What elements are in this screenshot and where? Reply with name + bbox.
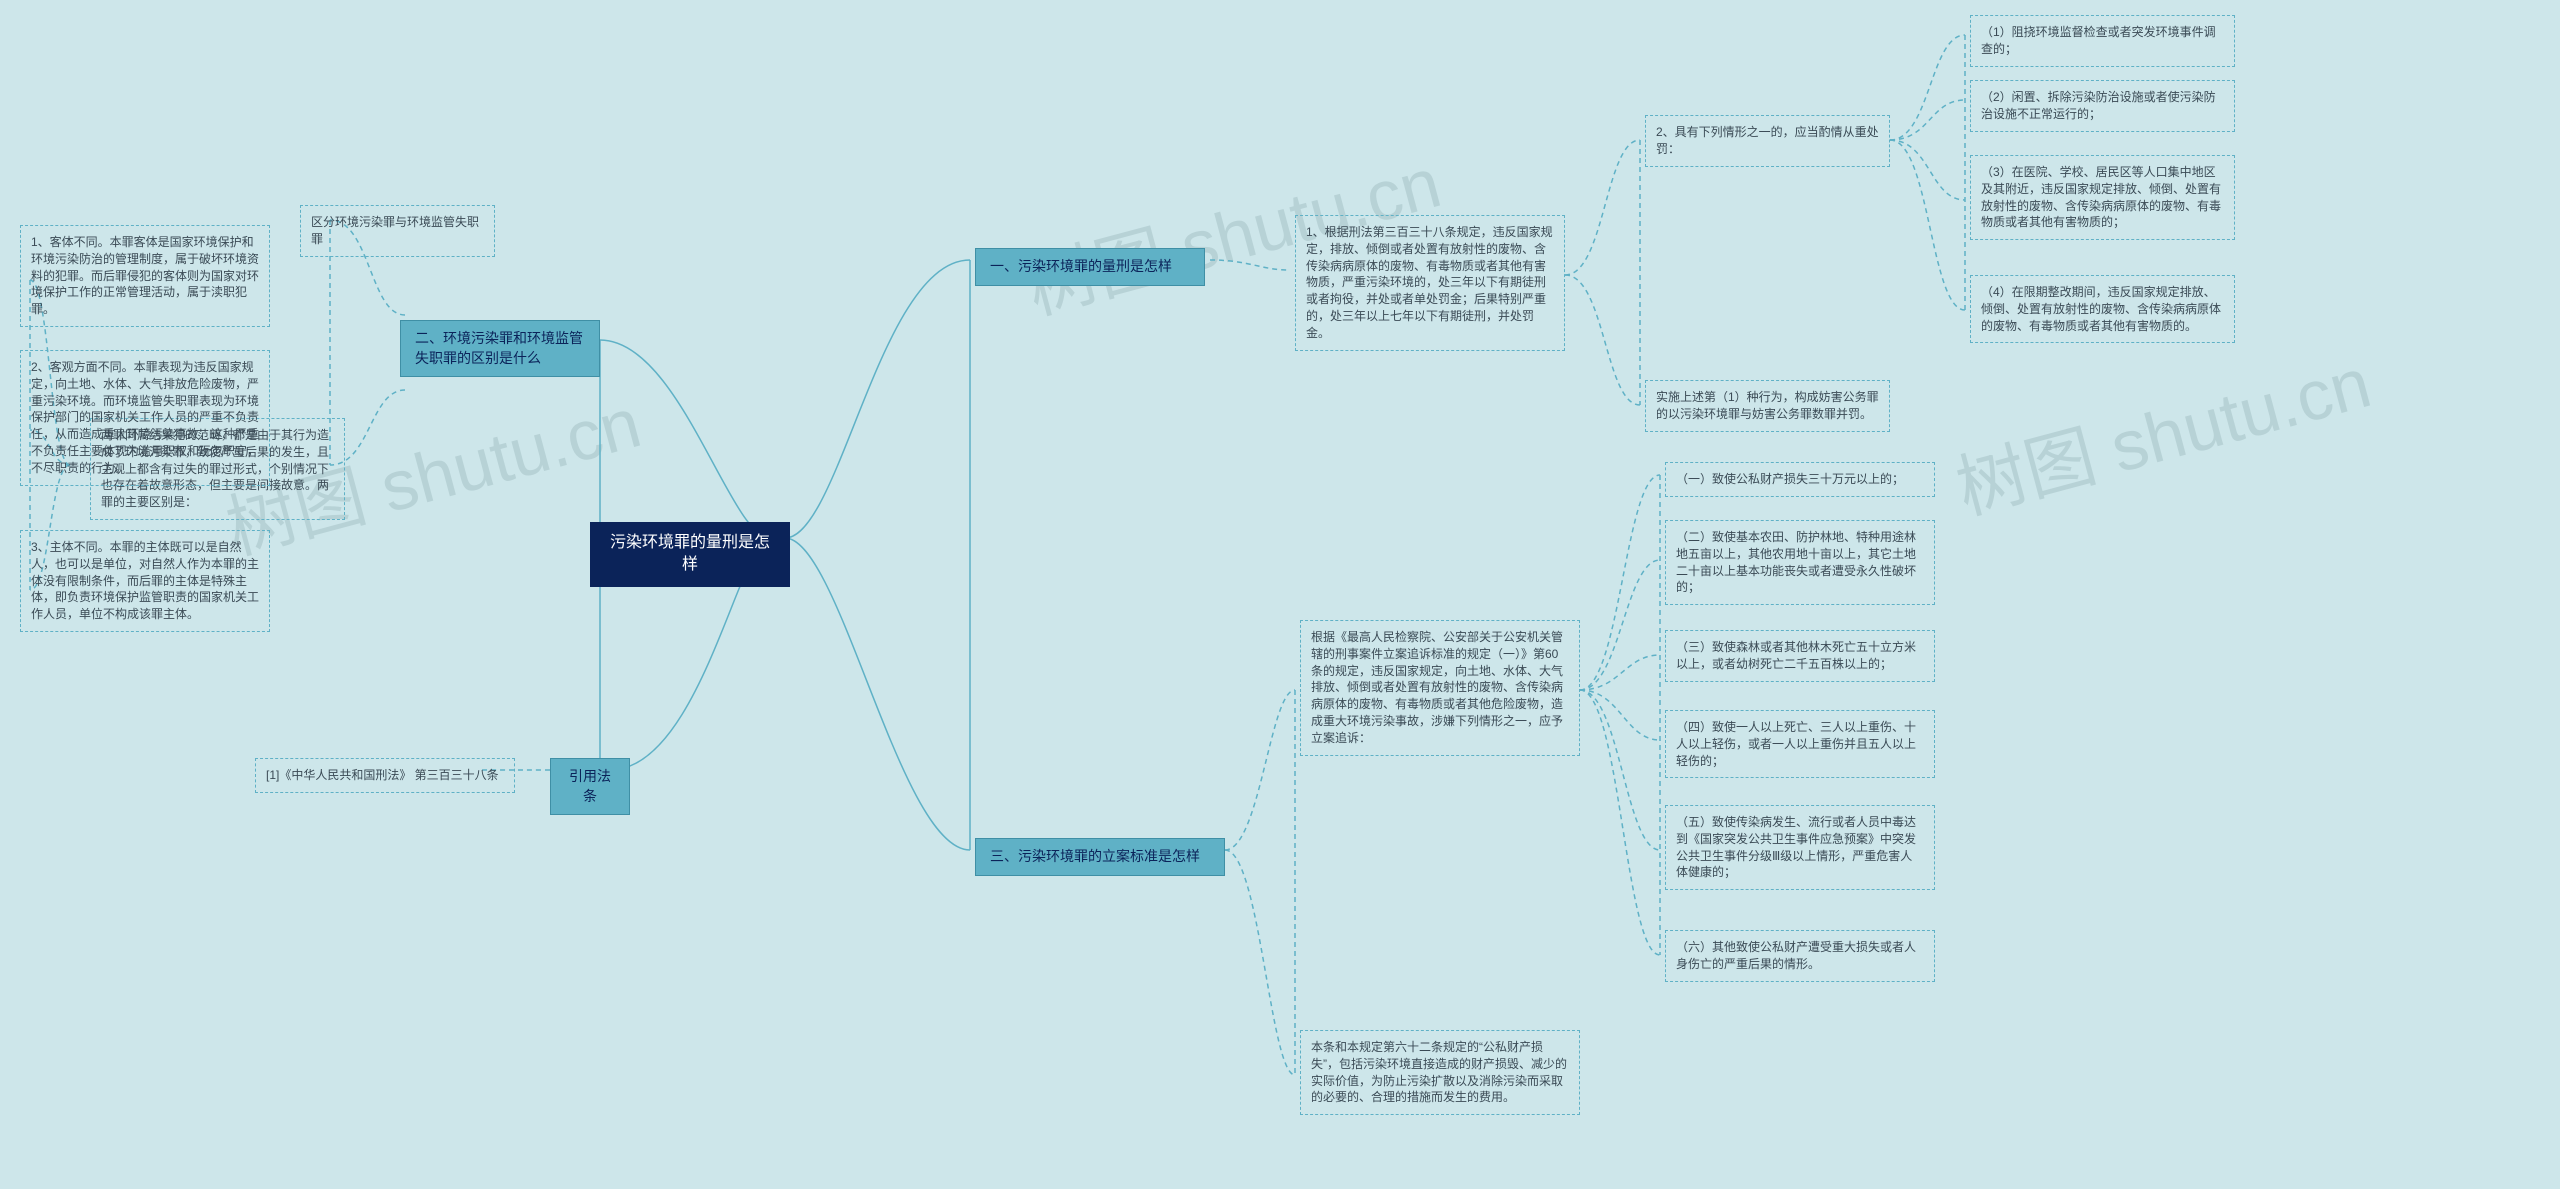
one-b1: （1）阻挠环境监督检查或者突发环境事件调查的； [1970,15,2235,67]
one-b4: （4）在限期整改期间，违反国家规定排放、倾倒、处置有放射性的废物、含传染病病原体… [1970,275,2235,343]
three-a: 根据《最高人民检察院、公安部关于公安机关管辖的刑事案件立案追诉标准的规定（一）》… [1300,620,1580,756]
three-a6: （六）其他致使公私财产遭受重大损失或者人身伤亡的严重后果的情形。 [1665,930,1935,982]
root-node: 污染环境罪的量刑是怎样 [590,522,790,587]
three-b: 本条和本规定第六十二条规定的“公私财产损失”，包括污染环境直接造成的财产损毁、减… [1300,1030,1580,1115]
three-a3: （三）致使森林或者其他林木死亡五十立方米以上，或者幼树死亡二千五百株以上的； [1665,630,1935,682]
three-a5: （五）致使传染病发生、流行或者人员中毒达到《国家突发公共卫生事件应急预案》中突发… [1665,805,1935,890]
three-a2: （二）致使基本农田、防护林地、特种用途林地五亩以上，其他农用地十亩以上，其它土地… [1665,520,1935,605]
cite-a: [1]《中华人民共和国刑法》 第三百三十八条 [255,758,515,793]
branch-cite: 引用法条 [550,758,630,815]
two-b2: 2、客观方面不同。本罪表现为违反国家规定，向土地、水体、大气排放危险废物，严重污… [20,350,270,486]
one-b3: （3）在医院、学校、居民区等人口集中地区及其附近，违反国家规定排放、倾倒、处置有… [1970,155,2235,240]
one-c: 实施上述第（1）种行为，构成妨害公务罪的以污染环境罪与妨害公务罪数罪并罚。 [1645,380,1890,432]
watermark: 树图 shutu.cn [1944,327,2380,534]
branch-one: 一、污染环境罪的量刑是怎样 [975,248,1205,286]
one-b: 2、具有下列情形之一的，应当酌情从重处罚： [1645,115,1890,167]
two-b3: 3、主体不同。本罪的主体既可以是自然人，也可以是单位，对自然人作为本罪的主体没有… [20,530,270,632]
three-a1: （一）致使公私财产损失三十万元以上的； [1665,462,1935,497]
branch-three: 三、污染环境罪的立案标准是怎样 [975,838,1225,876]
three-a4: （四）致使一人以上死亡、三人以上重伤、十人以上轻伤，或者一人以上重伤并且五人以上… [1665,710,1935,778]
one-b2: （2）闲置、拆除污染防治设施或者使污染防治设施不正常运行的； [1970,80,2235,132]
two-b1: 1、客体不同。本罪客体是国家环境保护和环境污染防治的管理制度，属于破坏环境资料的… [20,225,270,327]
two-a: 区分环境污染罪与环境监管失职罪 [300,205,495,257]
one-a: 1、根据刑法第三百三十八条规定，违反国家规定，排放、倾倒或者处置有放射性的废物、… [1295,215,1565,351]
branch-two: 二、环境污染罪和环境监管失职罪的区别是什么 [400,320,600,377]
